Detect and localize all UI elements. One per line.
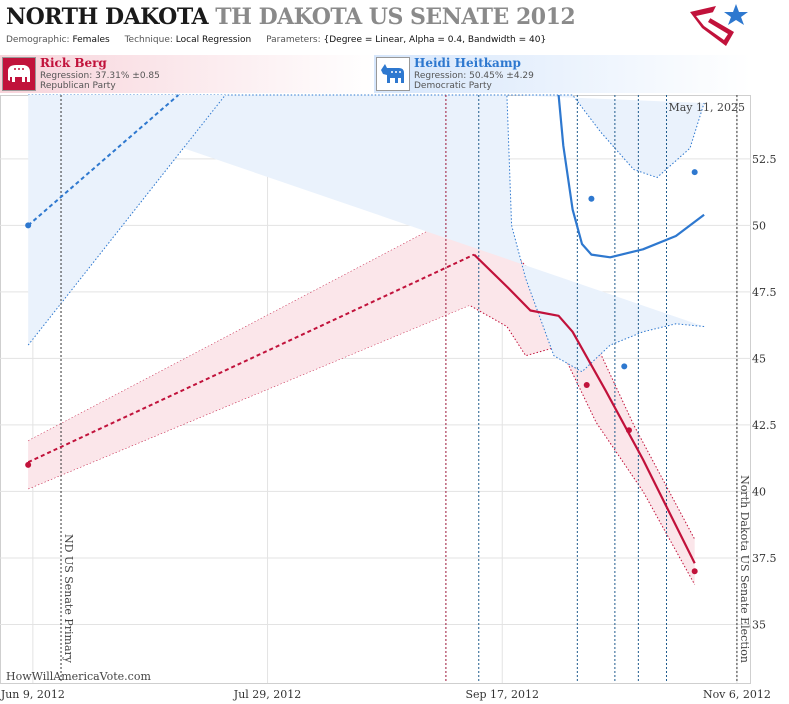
technique-label: Technique: — [124, 35, 173, 45]
event-label-1: North Dakota US Senate Election — [738, 475, 751, 663]
poll-point-heidi-heitkamp-3 — [691, 169, 698, 176]
parameters-value: {Degree = Linear, Alpha = 0.4, Bandwidth… — [323, 35, 547, 45]
y-tick-label-7: 52.5 — [752, 153, 777, 166]
axes: 35 37.5 40 42.5 45 47.5 50 52.5 Jun 9, 2012 Jul 2… — [0, 153, 777, 701]
poll-point-heidi-heitkamp-0 — [25, 222, 32, 229]
poll-point-rick-berg-1 — [583, 382, 590, 389]
title-state: NORTH DAKOTA — [6, 4, 209, 30]
party-label-republican: Republican Party — [40, 81, 116, 91]
poll-point-rick-berg-0 — [25, 461, 32, 468]
poll-point-heidi-heitkamp-2 — [621, 363, 628, 370]
band-upper-rick-berg — [27, 208, 696, 540]
confidence-band-rick-berg — [28, 209, 695, 585]
y-tick-label-4: 45 — [752, 352, 766, 365]
demographic-label: Demographic: — [6, 35, 70, 45]
title-race: TH DAKOTA US SENATE 2012 — [215, 4, 576, 30]
confidence-bands — [27, 94, 705, 585]
x-tick-label-0: Jun 9, 2012 — [0, 688, 65, 701]
parameters-label: Parameters: — [266, 35, 321, 45]
date-stamp: May 11, 2025 — [668, 101, 745, 114]
event-label-0: ND US Senate Primary — [62, 534, 75, 664]
candidate-name-democrat: Heidi Heitkamp — [414, 56, 521, 70]
elephant-icon — [2, 57, 36, 91]
regression-value-republican: Regression: 37.31% ±0.85 — [40, 71, 160, 81]
y-tick-label-2: 40 — [752, 485, 766, 498]
extrapolated-band-rick-berg — [28, 209, 470, 489]
regression-value-democrat: Regression: 50.45% ±4.29 — [414, 71, 534, 81]
star-logo-icon — [690, 4, 748, 46]
candidate-panel-republican: Rick Berg Regression: 37.31% ±0.85 Repub… — [0, 55, 374, 93]
y-tick-label-1: 37.5 — [752, 552, 777, 565]
event-lines: ND US Senate Primary North Dakota US Sena… — [60, 95, 751, 683]
y-tick-label-6: 50 — [752, 219, 766, 232]
technique-value: Local Regression — [175, 35, 252, 45]
demographic-value: Females — [72, 35, 110, 45]
regression-line-heidi-heitkamp — [557, 94, 705, 259]
y-tick-label-3: 42.5 — [752, 419, 777, 432]
candidate-panel-democrat: Heidi Heitkamp Regression: 50.45% ±4.29 … — [374, 55, 751, 93]
poll-points — [25, 169, 698, 575]
donkey-icon — [376, 57, 410, 91]
x-tick-label-3: Nov 6, 2012 — [703, 688, 771, 701]
x-tick-label-2: Sep 17, 2012 — [465, 688, 539, 701]
y-tick-label-5: 47.5 — [752, 286, 777, 299]
watermark: HowWillAmericaVote.com — [6, 670, 151, 683]
x-tick-label-1: Jul 29, 2012 — [233, 688, 302, 701]
chart-header: NORTH DAKOTA TH DAKOTA US SENATE 2012 De… — [0, 0, 751, 52]
regression-line-rick-berg — [473, 253, 696, 564]
poll-point-rick-berg-2 — [625, 427, 632, 434]
poll-point-rick-berg-3 — [691, 568, 698, 575]
extrapolated-line-heidi-heitkamp — [27, 94, 180, 227]
confidence-band-heidi-heitkamp — [28, 95, 705, 372]
extrapolated-line-rick-berg — [27, 253, 475, 464]
candidate-name-republican: Rick Berg — [40, 56, 107, 70]
chart-title: NORTH DAKOTA TH DAKOTA US SENATE 2012 — [6, 4, 576, 30]
band-lower-heidi-heitkamp — [506, 94, 705, 373]
chart-parameters: Demographic: Females Technique: Local Re… — [6, 35, 558, 45]
y-tick-label-0: 35 — [752, 618, 766, 631]
party-label-democrat: Democratic Party — [414, 81, 492, 91]
poll-point-heidi-heitkamp-1 — [588, 195, 595, 202]
series-lines — [27, 94, 705, 564]
